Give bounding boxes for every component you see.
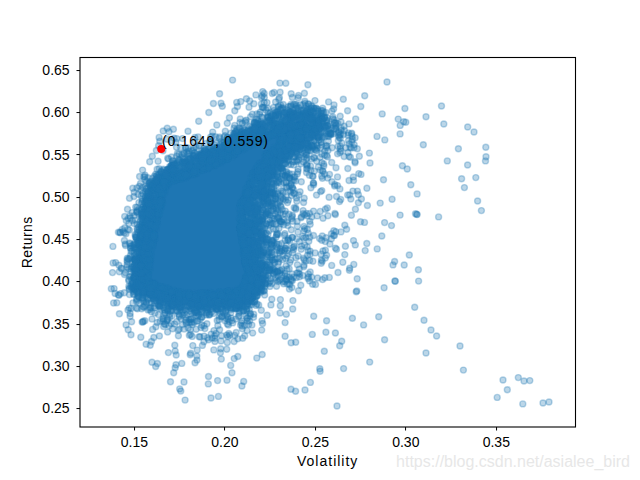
svg-text:0.65: 0.65	[42, 62, 69, 78]
svg-text:0.30: 0.30	[392, 434, 419, 450]
svg-text:0.60: 0.60	[42, 104, 69, 120]
svg-text:0.40: 0.40	[42, 273, 69, 289]
svg-text:0.35: 0.35	[42, 316, 69, 332]
svg-text:0.50: 0.50	[42, 189, 69, 205]
svg-text:0.15: 0.15	[121, 434, 148, 450]
svg-text:0.45: 0.45	[42, 231, 69, 247]
svg-text:0.55: 0.55	[42, 147, 69, 163]
svg-text:Returns: Returns	[19, 216, 35, 268]
svg-text:Volatility: Volatility	[297, 453, 358, 469]
svg-text:0.25: 0.25	[302, 434, 329, 450]
svg-text:0.30: 0.30	[42, 358, 69, 374]
svg-text:0.20: 0.20	[211, 434, 238, 450]
svg-text:https://blog.csdn.net/asialee_: https://blog.csdn.net/asialee_bird	[396, 453, 630, 471]
svg-text:(0.1649, 0.559): (0.1649, 0.559)	[162, 133, 269, 149]
svg-text:0.25: 0.25	[42, 400, 69, 416]
svg-text:0.35: 0.35	[483, 434, 510, 450]
